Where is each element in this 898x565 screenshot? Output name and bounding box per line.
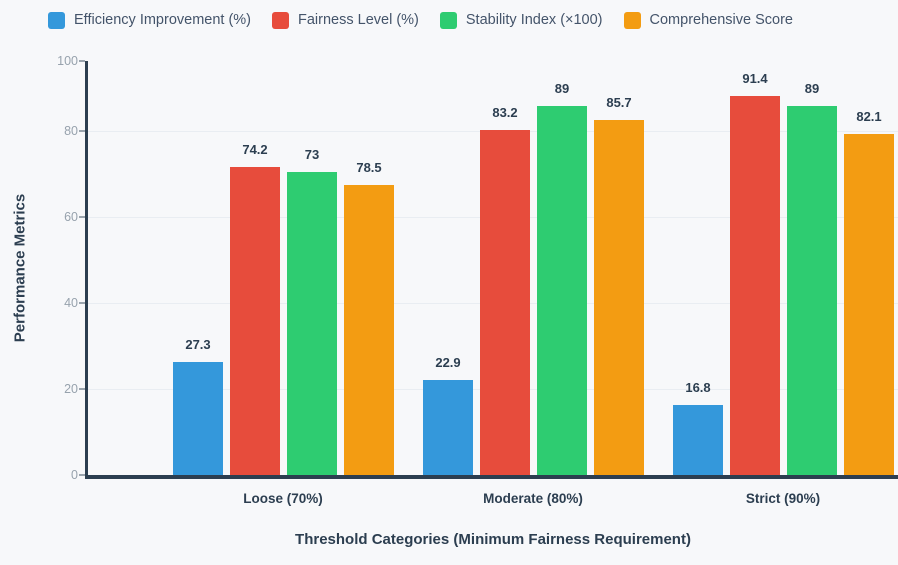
x-axis-title: Threshold Categories (Minimum Fairness R… [295, 531, 691, 548]
y-axis-title: Performance Metrics [11, 193, 29, 343]
bar-stability-loose[interactable] [287, 172, 337, 475]
x-category-label-strict: Strict (90%) [745, 491, 821, 506]
legend-label-fairness: Fairness Level (%) [298, 12, 419, 28]
y-tick-label-100: 100 [57, 54, 78, 68]
bar-value-label-comprehensive-loose: 78.5 [356, 160, 382, 175]
legend-item-fairness[interactable]: Fairness Level (%) [272, 12, 419, 29]
bar-stability-strict[interactable] [787, 106, 837, 475]
bar-value-label-fairness-moderate: 83.2 [492, 105, 518, 120]
bar-fairness-moderate[interactable] [480, 130, 530, 475]
y-tick-label-20: 20 [64, 382, 78, 396]
y-axis-line [85, 61, 88, 479]
legend-item-efficiency[interactable]: Efficiency Improvement (%) [48, 12, 251, 29]
y-tick-label-80: 80 [64, 124, 78, 138]
legend-label-efficiency: Efficiency Improvement (%) [74, 12, 252, 28]
y-tick-mark-0 [79, 474, 85, 476]
y-tick-label-40: 40 [64, 296, 78, 310]
bar-fairness-loose[interactable] [230, 167, 280, 475]
bar-value-label-stability-moderate: 89 [554, 81, 570, 96]
bar-comprehensive-loose[interactable] [344, 185, 394, 475]
legend-item-comprehensive[interactable]: Comprehensive Score [623, 12, 793, 29]
x-axis-line [85, 475, 898, 479]
legend-label-comprehensive: Comprehensive Score [649, 12, 793, 28]
legend-swatch-comprehensive [623, 12, 641, 29]
bar-value-label-stability-strict: 89 [804, 81, 820, 96]
x-category-label-moderate: Moderate (80%) [483, 491, 583, 506]
legend: Efficiency Improvement (%) Fairness Level… [48, 12, 793, 29]
legend-swatch-efficiency [48, 12, 65, 29]
y-tick-label-0: 0 [71, 468, 78, 482]
bar-value-label-efficiency-moderate: 22.9 [435, 355, 461, 370]
bar-value-label-comprehensive-moderate: 85.7 [606, 95, 632, 110]
y-tick-mark-40 [79, 302, 85, 304]
bar-value-label-efficiency-strict: 16.8 [685, 380, 711, 395]
bar-value-label-fairness-loose: 74.2 [242, 142, 268, 157]
legend-swatch-fairness [272, 12, 290, 29]
bar-efficiency-strict[interactable] [673, 405, 723, 475]
y-tick-mark-20 [79, 388, 85, 390]
x-category-label-loose: Loose (70%) [243, 491, 323, 506]
bar-value-label-fairness-strict: 91.4 [742, 71, 768, 86]
bar-value-label-comprehensive-strict: 82.1 [856, 109, 882, 124]
bar-efficiency-moderate[interactable] [423, 380, 473, 475]
y-tick-mark-100 [79, 60, 85, 62]
y-tick-mark-60 [79, 216, 85, 218]
legend-swatch-stability [439, 12, 457, 29]
bar-stability-moderate[interactable] [537, 106, 587, 475]
y-tick-mark-80 [79, 130, 85, 132]
legend-label-stability: Stability Index (×100) [465, 12, 603, 28]
bar-comprehensive-strict[interactable] [844, 134, 894, 475]
bar-value-label-stability-loose: 73 [304, 147, 320, 162]
bar-efficiency-loose[interactable] [173, 362, 223, 475]
y-tick-label-60: 60 [64, 210, 78, 224]
bar-fairness-strict[interactable] [730, 96, 780, 475]
legend-item-stability[interactable]: Stability Index (×100) [439, 12, 603, 29]
bar-value-label-efficiency-loose: 27.3 [185, 337, 211, 352]
bar-comprehensive-moderate[interactable] [594, 120, 644, 475]
